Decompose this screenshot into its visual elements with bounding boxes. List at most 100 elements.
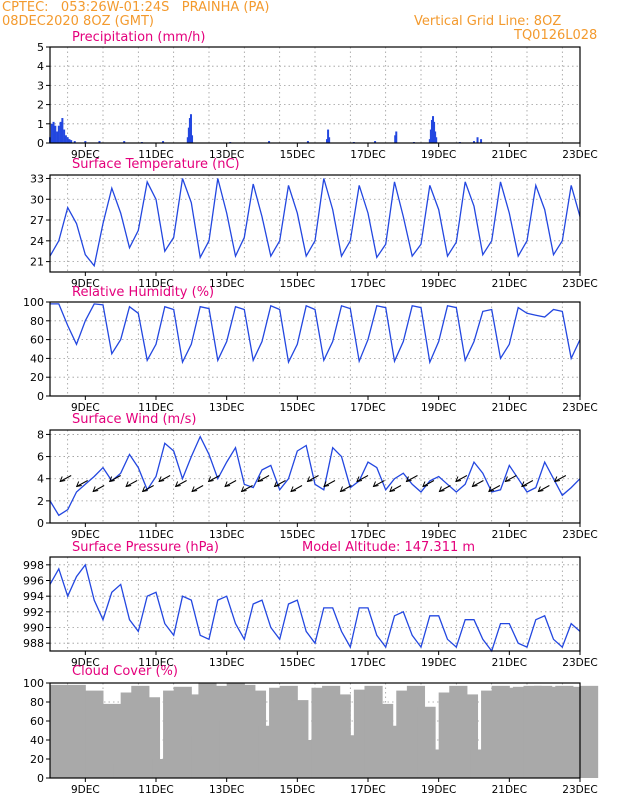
x-tick-label: 21DEC (492, 784, 527, 796)
precip-bar (306, 141, 309, 143)
x-tick-label: 17DEC (350, 657, 385, 669)
plot-frame (49, 429, 581, 524)
y-tick-label: 0 (37, 390, 44, 403)
precip-bar (189, 114, 192, 143)
x-tick-label: 15DEC (280, 402, 315, 414)
y-tick-label: 27 (30, 214, 44, 227)
y-tick-label: 5 (37, 41, 44, 54)
wind-arrow (92, 485, 105, 492)
x-tick-label: 19DEC (421, 529, 456, 541)
y-tick-label: 6 (37, 451, 44, 464)
wind-arrow-head (339, 486, 346, 493)
y-tick-label: 4 (37, 60, 44, 73)
wind-arrow (125, 480, 138, 487)
wind-arrow-head (125, 481, 132, 488)
precip-bar (123, 141, 126, 143)
x-tick-label: 23DEC (562, 529, 597, 541)
y-tick-label: 2 (37, 99, 44, 112)
precip-bar (187, 127, 190, 143)
precip-bar (50, 123, 53, 143)
wind-arrow-head (273, 481, 280, 488)
x-tick-label: 19DEC (421, 149, 456, 161)
wind-arrow (422, 480, 435, 487)
wind-arrow-head (488, 486, 495, 493)
header-datetime: 08DEC2020 8OZ (GMT) (2, 14, 154, 29)
precip-bar (430, 119, 433, 143)
panel-title: Relative Humidity (%) (72, 285, 214, 300)
wind-arrow (356, 475, 369, 482)
precip-bar (66, 137, 69, 143)
y-tick-label: 60 (30, 715, 44, 728)
plot-frame (49, 46, 581, 144)
wind-arrow-head (306, 476, 313, 483)
wind-arrow (521, 480, 534, 487)
x-tick-label: 11DEC (138, 402, 173, 414)
precip-bar (61, 118, 64, 143)
series-line (49, 178, 581, 268)
cloud-cover-bar (141, 697, 161, 778)
y-tick-label: 4 (37, 473, 44, 486)
x-tick-label: 9DEC (71, 278, 100, 290)
x-tick-label: 19DEC (421, 402, 456, 414)
wind-arrow (241, 485, 253, 492)
plot-area (50, 302, 580, 396)
wind-arrow (389, 485, 402, 492)
y-tick-label: 20 (30, 753, 44, 766)
x-tick-label: 13DEC (209, 529, 244, 541)
wind-arrow (191, 485, 204, 492)
x-tick-label: 11DEC (138, 784, 173, 796)
panel-title: Surface Wind (m/s) (72, 412, 196, 427)
wind-arrow-head (356, 476, 363, 483)
y-tick-label: 2 (37, 495, 44, 508)
x-tick-label: 15DEC (280, 784, 315, 796)
x-tick-label: 13DEC (209, 657, 244, 669)
precip-bar (70, 140, 73, 143)
x-tick-label: 9DEC (71, 784, 100, 796)
precip-bar (476, 137, 479, 143)
precip-bar (162, 141, 165, 143)
wind-arrow-head (290, 486, 297, 493)
wind-arrow-head (405, 476, 412, 483)
precip-bar (188, 118, 191, 143)
x-tick-label: 19DEC (421, 657, 456, 669)
y-tick-label: 33 (30, 172, 44, 185)
x-tick-label: 19DEC (421, 278, 456, 290)
wind-arrow-head (141, 486, 148, 493)
wind-arrow (158, 475, 171, 482)
x-tick-label: 13DEC (209, 278, 244, 290)
wind-arrow (257, 475, 270, 482)
x-tick-label: 9DEC (71, 402, 100, 414)
y-tick-label: 3 (37, 79, 44, 92)
precip-bar (59, 121, 62, 143)
y-tick-label: 998 (23, 559, 44, 572)
precip-bar (54, 125, 57, 143)
y-tick-label: 1 (37, 118, 44, 131)
wind-arrow (340, 485, 352, 492)
precip-bar (57, 125, 60, 143)
y-tick-label: 994 (23, 590, 44, 603)
x-tick-label: 9DEC (71, 657, 100, 669)
wind-arrow-head (438, 486, 445, 493)
y-tick-label: 0 (37, 772, 44, 785)
x-tick-label: 17DEC (350, 278, 385, 290)
wind-arrow (323, 480, 336, 487)
x-tick-label: 11DEC (138, 657, 173, 669)
precip-bar (63, 129, 66, 143)
cloud-cover-bar (103, 703, 122, 778)
wind-arrow-head (471, 481, 478, 488)
wind-arrow (488, 485, 501, 492)
y-tick-label: 20 (30, 371, 44, 384)
header-code: TQ0126L028 (514, 28, 598, 43)
x-tick-label: 13DEC (209, 402, 244, 414)
wind-arrow-head (240, 486, 247, 493)
y-tick-label: 100 (23, 296, 44, 309)
wind-arrow (59, 475, 72, 482)
wind-arrow-head (108, 476, 115, 483)
wind-arrow-head (554, 476, 560, 483)
wind-arrow-head (455, 476, 462, 483)
y-tick-label: 80 (30, 315, 44, 328)
wind-arrow (142, 485, 154, 492)
plot-area (50, 175, 580, 272)
cloud-cover-bar (85, 690, 104, 778)
precip-bar (328, 137, 331, 143)
